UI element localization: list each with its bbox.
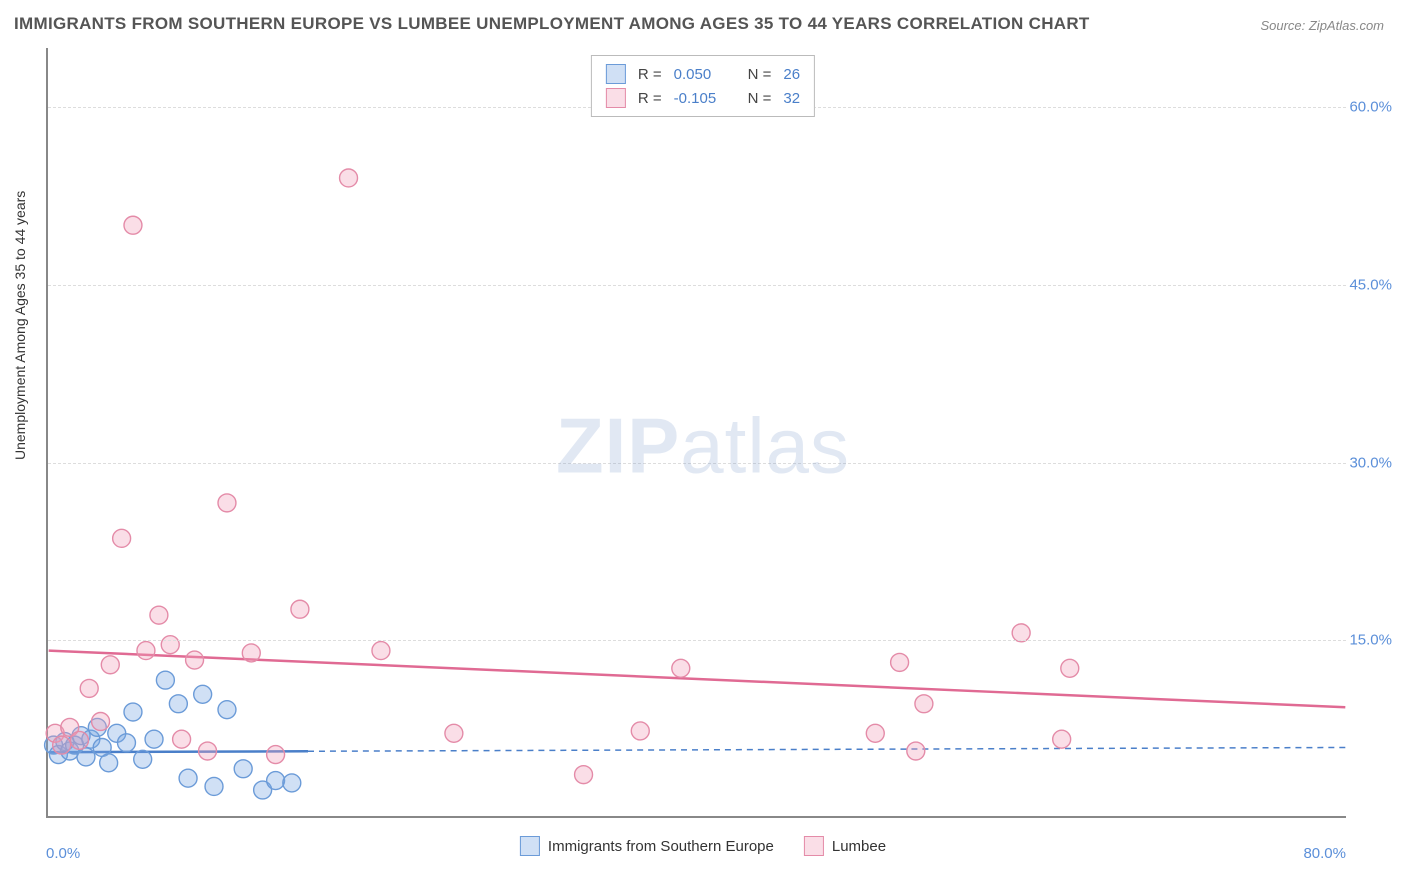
data-point	[124, 216, 142, 234]
data-point	[80, 679, 98, 697]
scatter-svg	[48, 48, 1346, 816]
y-axis-label: Unemployment Among Ages 35 to 44 years	[12, 191, 28, 460]
data-point	[267, 746, 285, 764]
data-point	[1012, 624, 1030, 642]
n-value-0: 26	[783, 66, 800, 83]
gridline	[48, 640, 1346, 641]
data-point	[866, 724, 884, 742]
gridline	[48, 285, 1346, 286]
y-tick-label: 60.0%	[1349, 99, 1392, 116]
data-point	[118, 734, 136, 752]
swatch-bottom-0	[520, 836, 540, 856]
data-point	[53, 736, 71, 754]
r-value-1: -0.105	[674, 90, 730, 107]
data-point	[242, 644, 260, 662]
data-point	[631, 722, 649, 740]
data-point	[218, 494, 236, 512]
data-point	[100, 754, 118, 772]
y-tick-label: 30.0%	[1349, 454, 1392, 471]
data-point	[372, 642, 390, 660]
data-point	[340, 169, 358, 187]
data-point	[891, 653, 909, 671]
n-value-1: 32	[783, 90, 800, 107]
data-point	[150, 606, 168, 624]
data-point	[445, 724, 463, 742]
data-point	[199, 742, 217, 760]
swatch-series-1	[606, 88, 626, 108]
x-tick-min: 0.0%	[46, 845, 80, 862]
data-point	[205, 777, 223, 795]
data-point	[156, 671, 174, 689]
chart-title: IMMIGRANTS FROM SOUTHERN EUROPE VS LUMBE…	[14, 14, 1090, 34]
data-point	[169, 695, 187, 713]
x-tick-max: 80.0%	[1303, 845, 1346, 862]
y-tick-label: 15.0%	[1349, 632, 1392, 649]
data-point	[234, 760, 252, 778]
chart-plot-area	[46, 48, 1346, 818]
data-point	[1053, 730, 1071, 748]
swatch-bottom-1	[804, 836, 824, 856]
data-point	[186, 651, 204, 669]
data-point	[218, 701, 236, 719]
swatch-series-0	[606, 64, 626, 84]
data-point	[137, 642, 155, 660]
data-point	[113, 529, 131, 547]
data-point	[672, 659, 690, 677]
data-point	[101, 656, 119, 674]
data-point	[915, 695, 933, 713]
data-point	[173, 730, 191, 748]
data-point	[194, 685, 212, 703]
data-point	[575, 766, 593, 784]
series-legend: Immigrants from Southern Europe Lumbee	[520, 836, 886, 856]
data-point	[71, 731, 89, 749]
data-point	[77, 748, 95, 766]
data-point	[267, 772, 285, 790]
source-label: Source: ZipAtlas.com	[1260, 18, 1384, 33]
data-point	[145, 730, 163, 748]
correlation-legend: R = 0.050 N = 26 R = -0.105 N = 32	[591, 55, 815, 117]
data-point	[907, 742, 925, 760]
data-point	[291, 600, 309, 618]
y-tick-label: 45.0%	[1349, 276, 1392, 293]
data-point	[92, 713, 110, 731]
legend-item-1: Lumbee	[804, 836, 886, 856]
gridline	[48, 463, 1346, 464]
data-point	[283, 774, 301, 792]
legend-item-0: Immigrants from Southern Europe	[520, 836, 774, 856]
data-point	[1061, 659, 1079, 677]
r-value-0: 0.050	[674, 66, 730, 83]
data-point	[161, 636, 179, 654]
data-point	[179, 769, 197, 787]
legend-row-series-1: R = -0.105 N = 32	[606, 86, 800, 110]
legend-row-series-0: R = 0.050 N = 26	[606, 62, 800, 86]
data-point	[124, 703, 142, 721]
data-point	[134, 750, 152, 768]
